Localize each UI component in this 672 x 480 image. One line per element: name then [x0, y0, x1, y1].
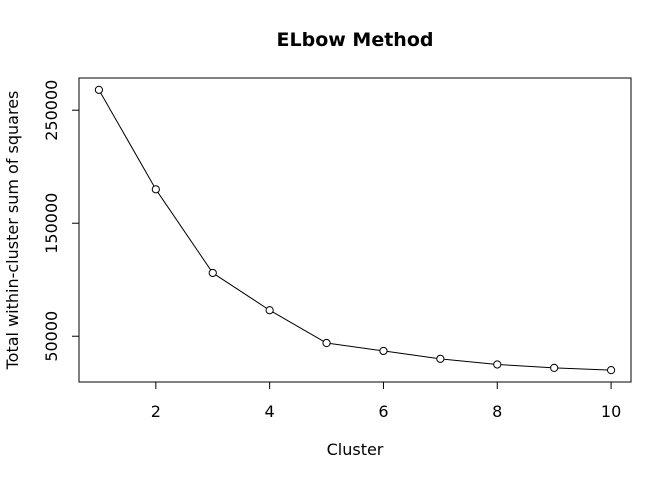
series-segment — [440, 358, 498, 365]
data-point — [265, 306, 274, 315]
series-segment — [554, 367, 612, 371]
series-segment — [212, 272, 270, 311]
series-segment — [269, 309, 327, 344]
series-segment — [155, 189, 214, 274]
series-segment — [497, 363, 555, 369]
data-point — [94, 85, 104, 94]
data-point — [493, 360, 502, 369]
data-point — [379, 346, 388, 356]
series-segment — [383, 350, 441, 360]
data-point — [208, 268, 217, 278]
plot-box — [78, 77, 632, 383]
data-point — [436, 354, 445, 363]
x-tick-label: 4 — [265, 402, 275, 421]
data-point — [151, 185, 160, 194]
data-point — [606, 366, 616, 375]
data-point — [322, 338, 331, 348]
x-axis: 2 4 6 8 10 — [151, 382, 621, 421]
data-point — [550, 363, 559, 372]
chart-title: ELbow Method — [277, 29, 434, 51]
y-tick-label: 250000 — [42, 80, 61, 141]
series-segment — [326, 342, 384, 352]
y-axis: 50000 150000 250000 — [42, 80, 79, 362]
y-tick-label: 150000 — [42, 193, 61, 254]
y-axis-label: Total within-cluster sum of squares — [3, 91, 22, 371]
x-tick-label: 10 — [601, 402, 621, 421]
x-tick-label: 8 — [492, 402, 502, 421]
series-segment — [98, 89, 157, 190]
series-line — [94, 85, 616, 375]
x-tick-label: 6 — [378, 402, 388, 421]
x-axis-label: Cluster — [327, 440, 384, 459]
x-tick-label: 2 — [151, 402, 161, 421]
y-tick-label: 50000 — [42, 311, 61, 362]
